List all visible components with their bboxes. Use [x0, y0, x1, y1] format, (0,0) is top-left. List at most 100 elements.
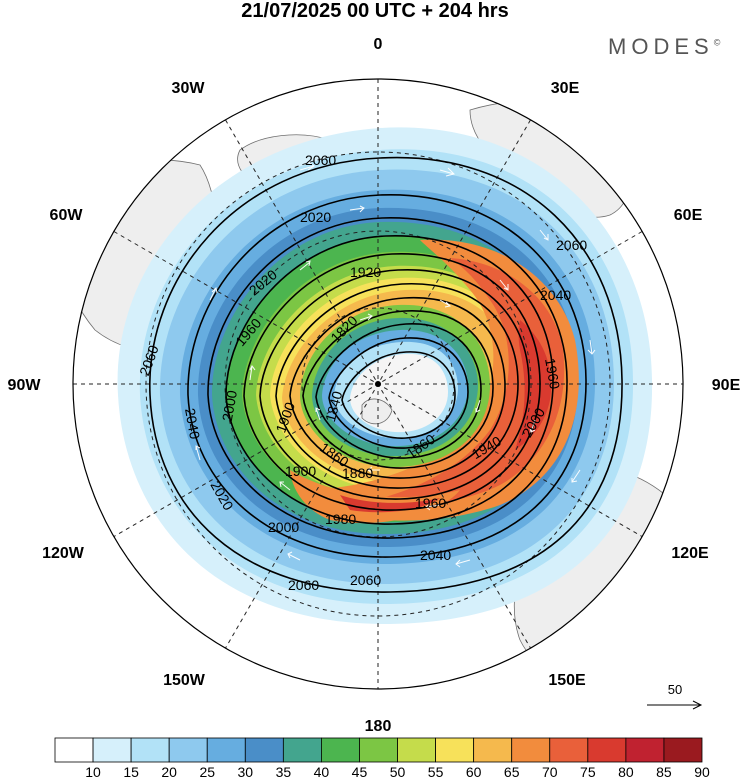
north-pole-marker: [375, 381, 381, 387]
contour-label: 1920: [350, 264, 381, 280]
wind-arrow: [475, 399, 481, 413]
contour-label: 1960: [415, 495, 446, 511]
colorbar-swatch: [397, 737, 436, 763]
meridian-label-150w: 150W: [163, 672, 206, 689]
colorbar-swatch: [663, 737, 703, 763]
wind-arrow: [529, 419, 536, 433]
meridian-label-150e: 150E: [548, 672, 586, 689]
contour-1880: [315, 323, 482, 459]
colorbar-swatch: [168, 737, 208, 763]
contour-label: 2040: [420, 547, 451, 563]
meridian-label-30e: 30E: [551, 80, 580, 97]
colorbar-tick-label: 75: [580, 764, 596, 780]
contour-label: 2060: [556, 237, 587, 253]
meridian-label-120e: 120E: [671, 545, 709, 562]
wind-arrow: [287, 551, 301, 561]
wind-arrow: [539, 229, 549, 241]
colorbar-tick-label: 10: [85, 764, 101, 780]
contour-1940: [275, 283, 519, 489]
brand-mark: ©: [713, 37, 721, 48]
contour-1920: [289, 297, 506, 479]
wind-arrow: [439, 299, 452, 308]
contour-1980: [243, 253, 541, 511]
band-75: [350, 258, 565, 507]
colorbar-swatch: [206, 737, 246, 763]
wind-arrow: [349, 205, 365, 213]
contour-label: 2020: [300, 209, 331, 225]
wind-arrow: [359, 313, 373, 321]
colorbar-tick-label: 25: [199, 764, 215, 780]
colorbar-tick-label: 55: [428, 764, 444, 780]
colorbar-tick-label: 65: [504, 764, 520, 780]
contour-label: 1980: [325, 511, 356, 527]
map-border: [72, 78, 684, 690]
contour-label: 2060: [288, 577, 319, 593]
colorbar-swatch: [321, 737, 360, 763]
colorbar-tick-label: 30: [238, 764, 254, 780]
colorbar-tick-label: 90: [694, 764, 710, 780]
contour-label: 1900: [285, 463, 316, 479]
wind-arrow: [367, 466, 380, 474]
meridian-label-60e: 60E: [674, 207, 703, 224]
contour-1960: [259, 269, 530, 500]
wind-speed-field: [117, 127, 653, 625]
contour-label: 2000: [268, 519, 299, 535]
colorbar-tick-label: 50: [390, 764, 406, 780]
brand-name: MODES: [608, 34, 714, 59]
colorbar-tick-label: 40: [314, 764, 330, 780]
wind-arrow: [499, 279, 509, 291]
contour-label: 2040: [540, 287, 571, 303]
colorbar-tick-label: 70: [542, 764, 558, 780]
contour-2060: [149, 156, 623, 593]
colorbar: 10 15 20 25 30 35 40 45 50 55 60 65 70 75 80 85 90: [54, 737, 710, 780]
colorbar-swatch: [244, 737, 284, 763]
wind-vectors: [195, 161, 596, 568]
contour-1900: [302, 310, 494, 469]
chart-title: 21/07/2025 00 UTC + 204 hrs: [241, 0, 509, 22]
contour-2020: [207, 217, 568, 539]
band-70-south: [290, 470, 460, 524]
colorbar-swatch: [54, 737, 94, 763]
meridian-label-90e: 90E: [712, 377, 741, 394]
wind-arrow: [455, 559, 471, 568]
wind-arrow: [299, 161, 315, 171]
wind-arrow: [571, 469, 581, 483]
colorbar-swatch: [359, 737, 398, 763]
wind-arrow: [249, 365, 256, 381]
modes-logo: MODES©: [608, 34, 720, 60]
wind-arrow: [439, 167, 455, 177]
north-pole-islands: [361, 398, 393, 425]
contour-label: 1840: [322, 389, 346, 423]
colorbar-tick-label: 45: [352, 764, 368, 780]
colorbar-tick-label: 35: [276, 764, 292, 780]
wind-arrow: [587, 339, 596, 355]
colorbar-swatch: [92, 737, 132, 763]
colorbar-swatch: [435, 737, 475, 763]
colorbar-tick-label: 85: [656, 764, 672, 780]
colorbar-tick-label: 60: [466, 764, 482, 780]
contour-label: 2040: [182, 407, 203, 441]
colorbar-tick-label: 80: [618, 764, 634, 780]
meridian-label-30w: 30W: [172, 80, 206, 97]
contour-2040: [187, 194, 587, 558]
contour-label: 2060: [350, 572, 381, 588]
meridian-label-60w: 60W: [50, 207, 84, 224]
wind-arrow: [425, 503, 441, 511]
wind-arrow: [315, 407, 321, 421]
contour-label: 2060: [305, 152, 336, 168]
colorbar-swatch: [587, 737, 627, 763]
contour-1860: [328, 337, 469, 449]
reference-vector-head: [692, 700, 703, 710]
wind-arrow: [209, 286, 218, 301]
colorbar-tick-label: 20: [161, 764, 177, 780]
meridian-label-0: 0: [374, 36, 383, 53]
reference-vector-label: 50: [668, 682, 682, 697]
wind-arrow: [195, 445, 201, 461]
colorbar-swatch: [282, 737, 322, 763]
colorbar-swatch: [625, 737, 665, 763]
contour-label: 1960: [542, 357, 563, 391]
meridian-labels: 0 30E 60E 90E 120E 150E 180 150W 120W 90…: [8, 36, 741, 735]
contour-label: 1880: [342, 465, 373, 481]
meridian-label-90w: 90W: [8, 377, 42, 394]
